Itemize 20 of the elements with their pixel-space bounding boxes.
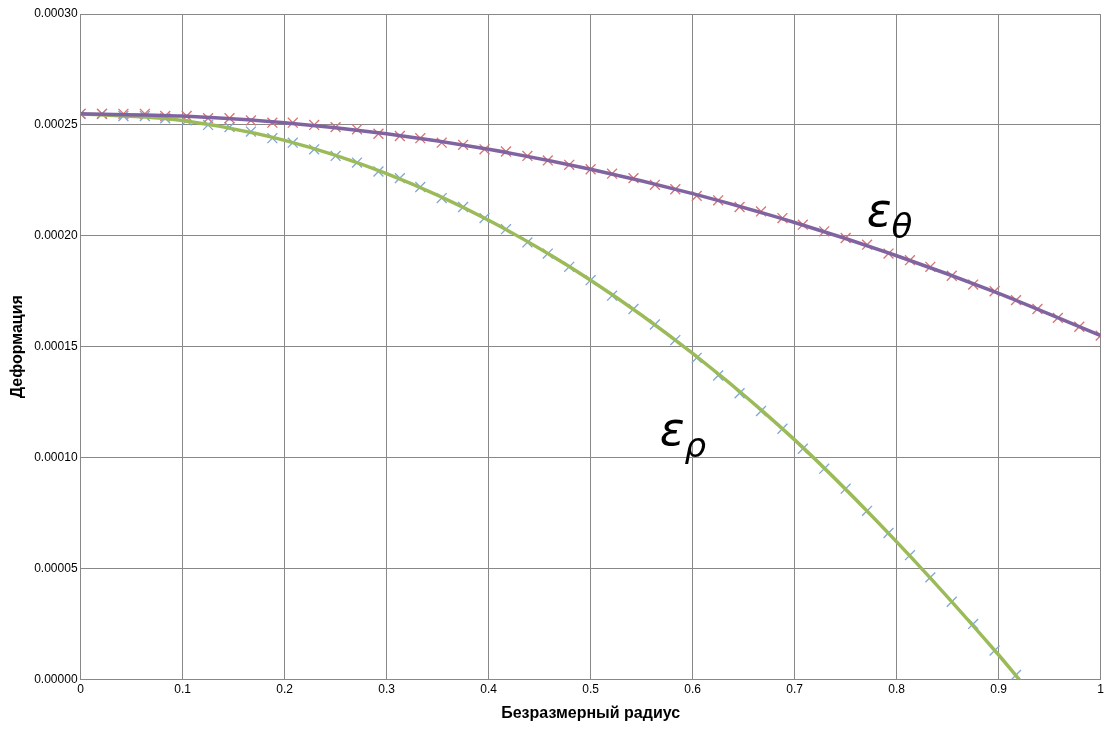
x-tick-label: 0.1 — [174, 681, 192, 696]
x-tick-label: 0.2 — [276, 681, 294, 696]
x-tick-label: 0.6 — [684, 681, 702, 696]
x-tick-label: 0.5 — [582, 681, 600, 696]
y-tick-label: 0.00000 — [34, 671, 78, 686]
x-tick-label: 0.8 — [888, 681, 906, 696]
y-tick-label: 0.00030 — [34, 6, 78, 21]
x-tick-label: 0.4 — [480, 681, 498, 696]
y-tick-label: 0.00025 — [34, 117, 78, 132]
y-tick-label: 0.00020 — [34, 228, 78, 243]
x-tick-label: 0.9 — [990, 681, 1008, 696]
y-tick-label: 0.00005 — [34, 560, 78, 575]
x-tick-label: 1 — [1097, 681, 1105, 696]
x-tick-label: 0 — [77, 681, 85, 696]
x-tick-label: 0.7 — [786, 681, 804, 696]
y-tick-label: 0.00015 — [34, 339, 78, 354]
x-tick-label: 0.3 — [378, 681, 396, 696]
y-tick-label: 0.00010 — [34, 449, 78, 464]
y-axis-title: Деформация — [8, 295, 26, 399]
x-axis-title: Безразмерный радиус — [501, 703, 681, 721]
